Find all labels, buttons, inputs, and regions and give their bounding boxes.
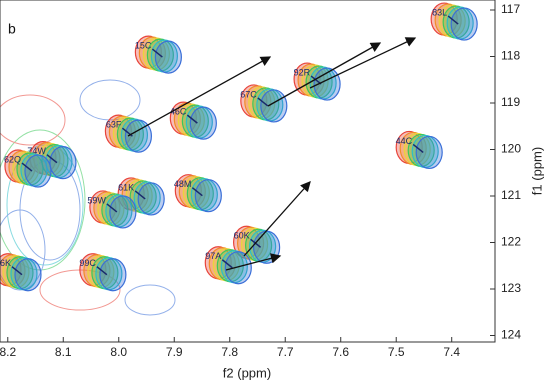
peak-label-pointer bbox=[21, 162, 33, 172]
peak-label-pointer bbox=[412, 143, 424, 154]
peak-label-pointer bbox=[96, 266, 108, 276]
peak-label-pointer bbox=[106, 203, 118, 213]
peak bbox=[29, 141, 77, 180]
peak-label-pointer bbox=[134, 190, 146, 200]
contour bbox=[415, 135, 443, 170]
peak-label: 92R bbox=[294, 67, 311, 77]
peak bbox=[134, 35, 182, 74]
y-tick-label: 123 bbox=[501, 281, 521, 295]
x-axis-label: f2 (ppm) bbox=[223, 365, 271, 380]
x-tick-label: 7.4 bbox=[443, 345, 460, 359]
contour bbox=[49, 146, 77, 180]
arrow bbox=[243, 181, 311, 257]
peak-label: 63F bbox=[106, 120, 122, 130]
peak-label: 44C bbox=[396, 136, 413, 146]
y-tick-label: 122 bbox=[501, 235, 521, 249]
peak-label-pointer bbox=[310, 75, 322, 85]
contour bbox=[224, 251, 252, 285]
x-tick-label: 7.8 bbox=[221, 345, 238, 359]
y-axis-label: f1 (ppm) bbox=[529, 147, 544, 195]
peak-label-pointer bbox=[257, 97, 269, 107]
x-tick-label: 7.9 bbox=[166, 345, 183, 359]
peak-label-pointer bbox=[447, 15, 459, 25]
peak-label: 61K bbox=[118, 182, 134, 192]
x-tick-label: 7.7 bbox=[277, 345, 294, 359]
x-tick-label: 8.0 bbox=[110, 345, 127, 359]
peak bbox=[4, 149, 52, 188]
contour bbox=[137, 182, 165, 216]
peak-label-pointer bbox=[191, 187, 203, 197]
contour bbox=[24, 154, 52, 188]
peak-label-pointer bbox=[11, 266, 23, 276]
peak-label-pointer bbox=[46, 154, 58, 164]
x-tick-label: 7.6 bbox=[332, 345, 349, 359]
peak bbox=[174, 174, 222, 213]
peak-label: 60K bbox=[234, 231, 250, 241]
plot-area: 83L 15C 92R 67C 46C 63F 44C 74W 62Q 61K 48M 59W 60K 9… bbox=[0, 2, 478, 316]
peak-label: 99C bbox=[79, 258, 96, 268]
x-tick-label: 7.5 bbox=[388, 345, 405, 359]
peak-label: 67C bbox=[240, 89, 257, 99]
y-tick-label: 119 bbox=[501, 95, 520, 109]
peak-label: 62Q bbox=[4, 154, 21, 164]
peak bbox=[104, 114, 153, 153]
arrows bbox=[127, 37, 417, 271]
arrow bbox=[225, 253, 282, 271]
peak-label: 83L bbox=[432, 7, 447, 17]
contour bbox=[189, 106, 217, 140]
x-tick-label: 8.2 bbox=[0, 345, 16, 359]
contour bbox=[154, 40, 182, 74]
peak-label: 126K bbox=[0, 258, 11, 268]
y-tick-label: 118 bbox=[501, 49, 520, 63]
contour bbox=[450, 7, 478, 41]
contour bbox=[194, 179, 222, 213]
arrow bbox=[309, 37, 417, 89]
peak-label-pointer bbox=[221, 259, 233, 269]
contour bbox=[109, 195, 137, 229]
contour bbox=[252, 230, 281, 264]
peak bbox=[89, 190, 137, 229]
peak bbox=[204, 246, 252, 285]
y-tick-label: 124 bbox=[501, 328, 521, 342]
peak bbox=[430, 2, 478, 41]
peak-label: 74W bbox=[27, 146, 46, 156]
contour bbox=[14, 258, 42, 292]
peak bbox=[117, 177, 165, 216]
peak-label: 46C bbox=[170, 107, 187, 117]
arrow bbox=[267, 42, 382, 107]
peak-label: 15C bbox=[135, 40, 152, 50]
arrow bbox=[127, 56, 272, 137]
peak-label: 97A bbox=[205, 251, 221, 261]
peak-label: 59W bbox=[87, 195, 106, 205]
contour bbox=[260, 89, 288, 123]
x-tick-label: 8.1 bbox=[55, 345, 72, 359]
y-tick-label: 120 bbox=[501, 142, 521, 156]
peak-label: 48M bbox=[174, 179, 192, 189]
plot-frame bbox=[0, 0, 496, 343]
peak-label-pointer bbox=[186, 114, 198, 124]
y-tick-label: 121 bbox=[501, 188, 521, 202]
contour bbox=[99, 258, 127, 292]
panel-label: b bbox=[8, 21, 16, 37]
contour bbox=[124, 119, 153, 153]
y-tick-label: 117 bbox=[501, 2, 520, 16]
peak-label-pointer bbox=[151, 48, 163, 58]
peak bbox=[395, 130, 443, 170]
